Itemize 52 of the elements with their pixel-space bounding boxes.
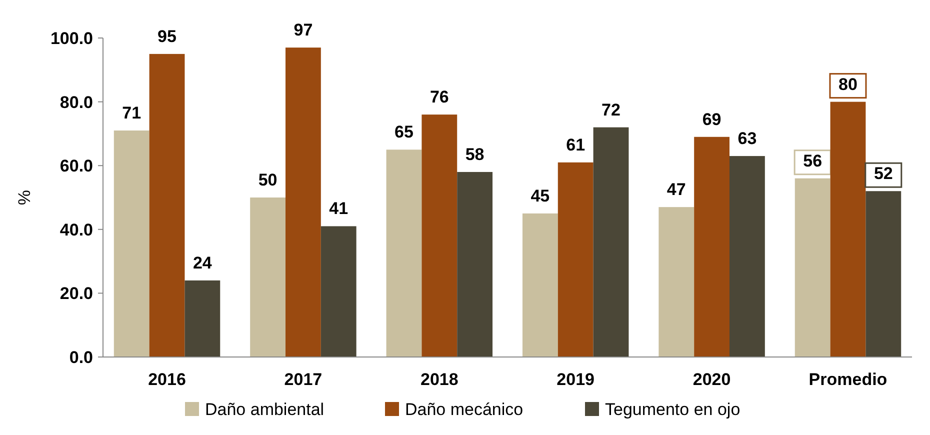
bar <box>114 130 150 357</box>
bar <box>184 280 220 357</box>
bar <box>830 102 866 357</box>
data-label: 69 <box>702 110 722 129</box>
x-tick-label: 2018 <box>420 370 458 389</box>
data-label: 58 <box>465 144 484 164</box>
x-tick-label: 2017 <box>284 370 322 389</box>
x-tick-label: 2019 <box>556 370 595 389</box>
y-axis-title: % <box>15 190 34 206</box>
legend-label: Daño mecánico <box>405 400 524 419</box>
data-label: 95 <box>158 26 176 46</box>
data-label: 63 <box>738 129 757 148</box>
data-label: 80 <box>838 74 858 94</box>
data-label: 52 <box>874 164 893 184</box>
bar <box>386 150 422 357</box>
legend-label: Tegumento en ojo <box>605 400 740 419</box>
bar <box>149 54 185 357</box>
x-tick-label: 2016 <box>148 370 186 389</box>
y-tick-label: 100.0 <box>50 28 93 48</box>
y-tick-label: 60.0 <box>60 156 93 176</box>
bar <box>658 207 694 357</box>
bar <box>286 48 321 357</box>
x-tick-label: 2020 <box>692 370 731 389</box>
data-label: 71 <box>122 104 142 123</box>
bar <box>558 162 594 357</box>
data-label: 97 <box>294 20 313 40</box>
y-tick-label: 80.0 <box>60 92 93 112</box>
data-label: 56 <box>803 151 822 170</box>
bar <box>730 156 765 357</box>
y-tick-label: 40.0 <box>60 220 93 240</box>
bar <box>866 191 902 357</box>
y-tick-label: 20.0 <box>60 284 93 304</box>
y-tick-label: 0.0 <box>69 348 93 367</box>
data-label: 61 <box>566 135 586 154</box>
legend-label: Daño ambiental <box>205 400 324 419</box>
data-label: 50 <box>258 170 278 190</box>
data-label: 47 <box>666 180 686 200</box>
bar <box>422 114 458 357</box>
data-label: 76 <box>430 88 449 107</box>
x-tick-label: Promedio <box>808 370 888 389</box>
data-label: 24 <box>192 253 212 272</box>
bar <box>794 178 830 357</box>
data-label: 65 <box>394 122 414 142</box>
bar <box>593 127 629 357</box>
data-label: 41 <box>329 199 348 218</box>
bar <box>522 213 558 357</box>
bar <box>457 172 493 357</box>
bar <box>320 226 356 357</box>
data-label: 45 <box>530 186 550 206</box>
bar <box>694 136 730 357</box>
bar <box>250 198 286 357</box>
data-label: 72 <box>602 100 620 120</box>
